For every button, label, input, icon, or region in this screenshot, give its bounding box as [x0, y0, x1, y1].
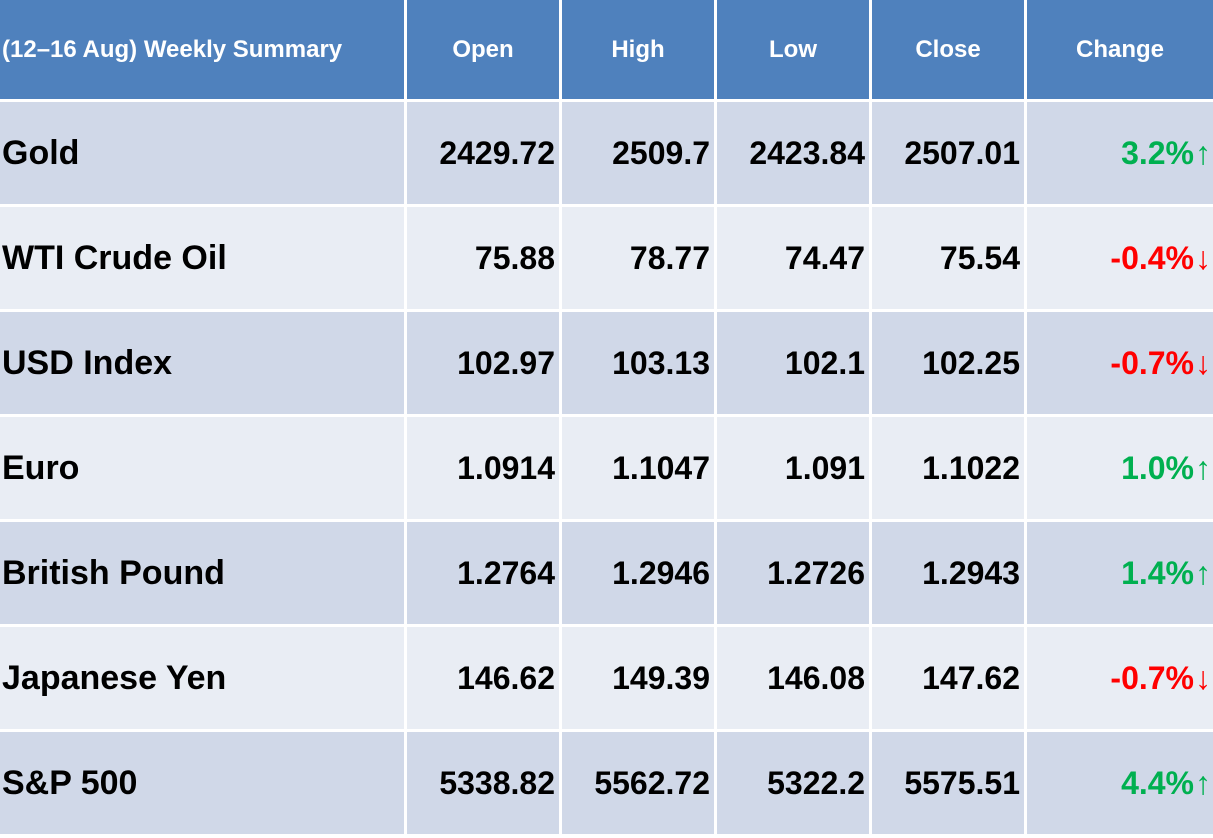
header-open: Open — [407, 0, 559, 99]
table-row: USD Index 102.97 103.13 102.1 102.25 -0.… — [0, 312, 1213, 414]
change-cell: 1.0%↑ — [1027, 417, 1213, 519]
asset-name: British Pound — [0, 522, 404, 624]
table-row: British Pound 1.2764 1.2946 1.2726 1.294… — [0, 522, 1213, 624]
close-value: 147.62 — [872, 627, 1024, 729]
high-value: 103.13 — [562, 312, 714, 414]
change-cell: -0.7%↓ — [1027, 312, 1213, 414]
low-value: 146.08 — [717, 627, 869, 729]
change-cell: 4.4%↑ — [1027, 732, 1213, 834]
low-value: 102.1 — [717, 312, 869, 414]
arrow-up-icon: ↑ — [1195, 764, 1211, 801]
arrow-down-icon: ↓ — [1195, 239, 1211, 276]
open-value: 5338.82 — [407, 732, 559, 834]
low-value: 1.091 — [717, 417, 869, 519]
change-value: -0.7% — [1110, 344, 1194, 381]
high-value: 1.2946 — [562, 522, 714, 624]
close-value: 2507.01 — [872, 102, 1024, 204]
open-value: 146.62 — [407, 627, 559, 729]
close-value: 75.54 — [872, 207, 1024, 309]
change-value: 1.4% — [1121, 554, 1194, 591]
header-row: (12–16 Aug) Weekly Summary Open High Low… — [0, 0, 1213, 99]
table-row: Japanese Yen 146.62 149.39 146.08 147.62… — [0, 627, 1213, 729]
change-value: 1.0% — [1121, 449, 1194, 486]
high-value: 78.77 — [562, 207, 714, 309]
table-row: Euro 1.0914 1.1047 1.091 1.1022 1.0%↑ — [0, 417, 1213, 519]
change-cell: 1.4%↑ — [1027, 522, 1213, 624]
close-value: 1.2943 — [872, 522, 1024, 624]
open-value: 1.0914 — [407, 417, 559, 519]
arrow-up-icon: ↑ — [1195, 134, 1211, 171]
high-value: 5562.72 — [562, 732, 714, 834]
asset-name: S&P 500 — [0, 732, 404, 834]
asset-name: Gold — [0, 102, 404, 204]
change-cell: 3.2%↑ — [1027, 102, 1213, 204]
table-row: Gold 2429.72 2509.7 2423.84 2507.01 3.2%… — [0, 102, 1213, 204]
open-value: 2429.72 — [407, 102, 559, 204]
close-value: 1.1022 — [872, 417, 1024, 519]
change-cell: -0.4%↓ — [1027, 207, 1213, 309]
open-value: 1.2764 — [407, 522, 559, 624]
open-value: 102.97 — [407, 312, 559, 414]
change-value: -0.7% — [1110, 659, 1194, 696]
asset-name: USD Index — [0, 312, 404, 414]
change-value: 4.4% — [1121, 764, 1194, 801]
change-cell: -0.7%↓ — [1027, 627, 1213, 729]
low-value: 74.47 — [717, 207, 869, 309]
header-high: High — [562, 0, 714, 99]
arrow-down-icon: ↓ — [1195, 344, 1211, 381]
low-value: 2423.84 — [717, 102, 869, 204]
close-value: 102.25 — [872, 312, 1024, 414]
high-value: 149.39 — [562, 627, 714, 729]
low-value: 1.2726 — [717, 522, 869, 624]
header-title: (12–16 Aug) Weekly Summary — [0, 0, 404, 99]
arrow-up-icon: ↑ — [1195, 554, 1211, 591]
change-value: 3.2% — [1121, 134, 1194, 171]
asset-name: WTI Crude Oil — [0, 207, 404, 309]
close-value: 5575.51 — [872, 732, 1024, 834]
high-value: 2509.7 — [562, 102, 714, 204]
asset-name: Euro — [0, 417, 404, 519]
high-value: 1.1047 — [562, 417, 714, 519]
arrow-up-icon: ↑ — [1195, 449, 1211, 486]
table-row: S&P 500 5338.82 5562.72 5322.2 5575.51 4… — [0, 732, 1213, 834]
asset-name: Japanese Yen — [0, 627, 404, 729]
low-value: 5322.2 — [717, 732, 869, 834]
header-low: Low — [717, 0, 869, 99]
change-value: -0.4% — [1110, 239, 1194, 276]
header-change: Change — [1027, 0, 1213, 99]
header-close: Close — [872, 0, 1024, 99]
open-value: 75.88 — [407, 207, 559, 309]
table-row: WTI Crude Oil 75.88 78.77 74.47 75.54 -0… — [0, 207, 1213, 309]
arrow-down-icon: ↓ — [1195, 659, 1211, 696]
